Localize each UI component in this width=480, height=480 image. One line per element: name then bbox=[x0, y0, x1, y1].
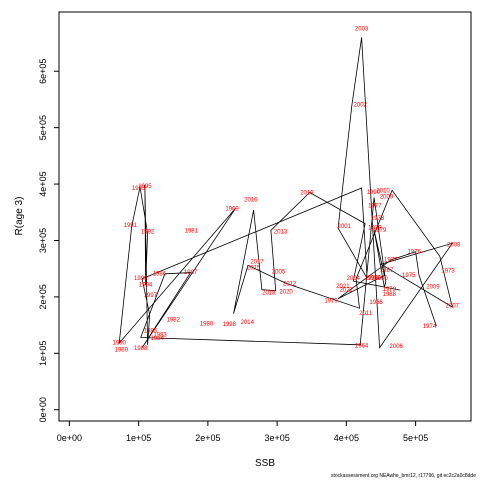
year-point-label: 1974 bbox=[423, 324, 437, 330]
year-point-label: 2003 bbox=[355, 26, 369, 32]
year-point-label: 1978 bbox=[371, 216, 385, 222]
year-point-label: 1987 bbox=[184, 270, 198, 276]
x-tick-label: 5e+05 bbox=[403, 433, 428, 443]
x-axis-title: SSB bbox=[255, 458, 275, 469]
year-point-label: 2000 bbox=[374, 276, 388, 282]
year-point-label: 2009 bbox=[426, 284, 440, 290]
year-point-label: 1995 bbox=[365, 276, 379, 282]
year-point-label: 1979 bbox=[373, 228, 387, 234]
year-point-label: 1975 bbox=[402, 273, 416, 279]
year-point-label: 2019 bbox=[300, 191, 314, 197]
tick-layer: 0e+00 1e+05 2e+05 3e+05 4e+05 5e+05 0e+00 1e+05… bbox=[38, 59, 428, 443]
year-point-label: 2018 bbox=[262, 290, 276, 296]
year-point-label: 2012 bbox=[283, 281, 297, 287]
year-point-label: 1964 bbox=[355, 344, 369, 350]
year-point-label: 1988 bbox=[134, 346, 148, 352]
series-line-layer bbox=[118, 37, 454, 349]
year-point-label: 1977 bbox=[368, 204, 382, 210]
year-point-label: 1987 bbox=[380, 268, 394, 274]
year-point-label: 1985 bbox=[144, 328, 158, 334]
year-point-label: 1980 bbox=[200, 322, 214, 328]
year-point-label: 1982 bbox=[167, 318, 181, 324]
year-point-label: 1969 bbox=[225, 206, 239, 212]
year-point-label: 1993 bbox=[132, 186, 146, 192]
y-tick-label: 6e+05 bbox=[38, 59, 48, 84]
y-tick-label: 2e+05 bbox=[38, 284, 48, 309]
year-point-label: 2005 bbox=[272, 270, 286, 276]
year-point-label: 1986 bbox=[153, 271, 167, 277]
year-point-label: 1995 bbox=[138, 184, 152, 190]
year-point-label: 1966 bbox=[369, 300, 383, 306]
year-point-label: 2021 bbox=[336, 284, 350, 290]
year-point-label: 1990 bbox=[367, 190, 381, 196]
year-point-label: 2007 bbox=[446, 303, 460, 309]
y-tick-label: 0e+00 bbox=[38, 397, 48, 422]
year-point-label: 1984 bbox=[151, 336, 165, 342]
year-point-label: 2006 bbox=[390, 344, 404, 350]
year-point-label: 2015 bbox=[247, 266, 261, 272]
x-tick-label: 3e+05 bbox=[264, 433, 289, 443]
year-point-label: 2011 bbox=[359, 311, 373, 317]
year-point-label: 2013 bbox=[274, 230, 288, 236]
year-point-label: 1976 bbox=[408, 249, 422, 255]
year-point-label: 2009 bbox=[380, 195, 394, 201]
year-point-label: 1994 bbox=[139, 283, 153, 289]
recruitment-trajectory-line bbox=[118, 37, 454, 349]
year-point-label: 1989 bbox=[115, 347, 129, 353]
source-note: stockassessment.org NEAwhe_bmr12, r17796… bbox=[331, 473, 476, 479]
year-point-label: 2008 bbox=[447, 243, 461, 249]
y-tick-label: 5e+05 bbox=[38, 115, 48, 140]
year-point-label: 1999 bbox=[367, 275, 381, 281]
year-point-label: 2002 bbox=[354, 103, 368, 109]
year-point-label: 1990 bbox=[113, 341, 127, 347]
year-point-label: 2004 bbox=[347, 276, 361, 282]
year-point-label: 2017 bbox=[250, 259, 264, 265]
y-tick-label: 1e+05 bbox=[38, 341, 48, 366]
year-point-label: 1981 bbox=[185, 228, 199, 234]
year-point-label: 1997 bbox=[144, 293, 158, 299]
year-point-label: 2016 bbox=[244, 197, 258, 203]
y-tick-label: 3e+05 bbox=[38, 228, 48, 253]
year-point-label: 1988 bbox=[383, 292, 397, 298]
x-tick-label: 2e+05 bbox=[195, 433, 220, 443]
year-point-label: 1999 bbox=[134, 276, 148, 282]
x-tick-label: 4e+05 bbox=[334, 433, 359, 443]
year-point-label: 1992 bbox=[141, 230, 155, 236]
y-tick-label: 4e+05 bbox=[38, 171, 48, 196]
year-point-label: 1991 bbox=[124, 223, 138, 229]
year-point-label: 1979 bbox=[368, 226, 382, 232]
year-point-label: 1977 bbox=[384, 257, 398, 263]
year-point-label: 2001 bbox=[338, 224, 352, 230]
year-point-label: 2010 bbox=[376, 188, 390, 194]
x-tick-label: 1e+05 bbox=[126, 433, 151, 443]
year-point-label: 2020 bbox=[279, 289, 293, 295]
plot-frame bbox=[58, 11, 472, 422]
year-point-label: 1979 bbox=[383, 287, 397, 293]
year-point-label: 1979 bbox=[324, 298, 338, 304]
x-tick-label: 0e+00 bbox=[57, 433, 82, 443]
year-point-label: 2022 bbox=[340, 288, 354, 294]
year-point-label: 1998 bbox=[223, 322, 237, 328]
year-point-label: 2014 bbox=[241, 320, 255, 326]
year-point-label: 1973 bbox=[441, 268, 455, 274]
year-point-label: 1983 bbox=[153, 332, 167, 338]
y-axis-title: R(age 3) bbox=[14, 197, 25, 236]
